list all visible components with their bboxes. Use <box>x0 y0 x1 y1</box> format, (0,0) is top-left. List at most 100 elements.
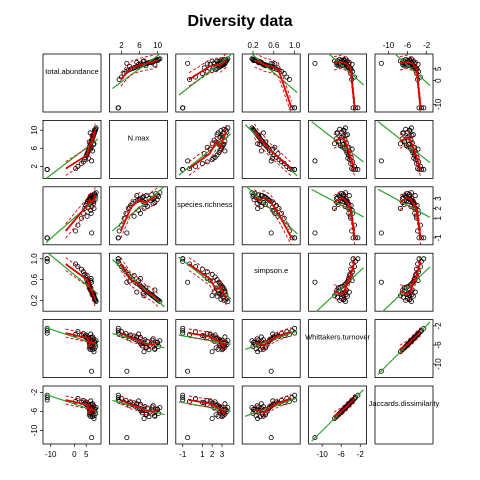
panel-frame <box>42 186 102 246</box>
smoother-upper-band <box>188 328 227 344</box>
data-point <box>255 205 261 211</box>
axis-right-species.richness: -1 1 2 3 <box>433 196 443 242</box>
smoother-curve <box>254 59 293 109</box>
data-point <box>185 435 191 441</box>
data-point <box>350 235 356 241</box>
smoother-upper-band <box>65 123 96 163</box>
panel-content <box>44 187 99 243</box>
diagonal-label: total.abundance <box>45 67 98 76</box>
data-point <box>180 330 186 336</box>
smoother-upper-band <box>399 130 422 163</box>
panel-content <box>377 321 431 375</box>
panel-content <box>377 121 431 177</box>
panel-frame <box>308 53 368 113</box>
data-point <box>152 346 158 352</box>
data-point <box>268 368 274 374</box>
data-point <box>209 293 215 299</box>
smoother-curve <box>254 330 292 348</box>
panel-frame <box>42 385 102 445</box>
tick-label: 6 <box>137 41 142 50</box>
panel-total.abundance-vs-simpson.e <box>241 53 301 113</box>
smoother-curve <box>333 196 356 239</box>
data-point <box>421 105 427 111</box>
data-point <box>44 235 50 241</box>
data-point <box>134 59 140 65</box>
data-point <box>115 105 121 111</box>
smoother-curve <box>188 59 227 81</box>
smoother-lower-band <box>254 402 292 418</box>
data-point <box>412 334 418 340</box>
data-point <box>312 158 318 164</box>
data-point <box>397 205 403 211</box>
smoother-upper-band <box>188 125 227 163</box>
data-point <box>154 339 160 345</box>
tick-label: -2 <box>30 388 39 396</box>
data-point <box>378 230 384 236</box>
smoother-curve <box>119 193 159 232</box>
tick-label: 10 <box>30 125 39 134</box>
data-point <box>84 213 90 219</box>
data-point <box>421 235 427 241</box>
panel-Whittakers.turnover-vs-species.richness <box>175 319 235 379</box>
data-point <box>421 256 427 262</box>
panel-total.abundance-vs-species.richness <box>175 53 235 113</box>
data-point <box>180 105 186 111</box>
panel-frame <box>175 385 235 445</box>
data-point <box>341 297 347 303</box>
panel-species.richness-vs-Whittakers.turnover <box>308 186 368 246</box>
panel-frame <box>374 385 434 445</box>
diagonal-label: Jaccards.dissimilarity <box>369 399 440 408</box>
panel-simpson.e-vs-species.richness <box>175 252 235 312</box>
data-point <box>89 368 95 374</box>
smoother-curve <box>188 399 227 415</box>
smoother-curve <box>188 263 228 299</box>
tick-label: -6 <box>434 341 443 349</box>
smoother-upper-band <box>188 54 227 74</box>
data-point <box>151 413 157 419</box>
smoother-lower-band <box>188 403 227 419</box>
data-point <box>210 155 216 161</box>
smoother-lower-band <box>120 270 159 307</box>
panel-content <box>44 392 99 441</box>
regression-line <box>311 389 365 442</box>
smoother-lower-band <box>188 336 227 352</box>
tick-label: 0.6 <box>30 273 39 285</box>
data-point <box>139 284 145 290</box>
data-point <box>255 141 261 147</box>
panel-content <box>112 54 163 111</box>
panel-content <box>44 253 99 307</box>
panel-content <box>112 325 165 374</box>
tick-label: -1 <box>179 450 187 459</box>
tick-label: 5 <box>84 450 89 459</box>
panel-N.max-vs-simpson.e <box>241 120 301 179</box>
smoother-lower-band <box>333 204 356 245</box>
smoother-curve <box>333 261 356 296</box>
data-point <box>216 150 222 156</box>
data-point <box>258 148 264 154</box>
smoother-upper-band <box>65 328 96 341</box>
diagonal-label: species.richness <box>177 200 233 209</box>
panel-frame <box>42 53 102 113</box>
data-point <box>289 105 295 111</box>
data-point <box>416 256 422 262</box>
data-point <box>115 258 121 264</box>
data-point <box>344 293 350 299</box>
panel-content <box>178 125 232 176</box>
tick-label: -10 <box>434 358 443 370</box>
panel-frame <box>308 252 368 312</box>
data-point <box>416 105 422 111</box>
panel-simpson.e-vs-total.abundance <box>42 252 102 312</box>
smoother-upper-band <box>399 190 422 231</box>
data-point <box>406 297 412 303</box>
tick-label: 1.0 <box>289 41 301 50</box>
smoother-upper-band <box>120 187 159 225</box>
panel-frame <box>109 53 168 113</box>
panel-content <box>178 325 231 374</box>
data-point <box>279 210 285 216</box>
smoother-curve <box>399 196 422 239</box>
regression-line <box>45 196 99 243</box>
data-point <box>155 407 161 413</box>
data-point <box>44 258 50 264</box>
smoother-upper-band <box>333 394 356 413</box>
tick-label: -1 <box>434 234 443 242</box>
